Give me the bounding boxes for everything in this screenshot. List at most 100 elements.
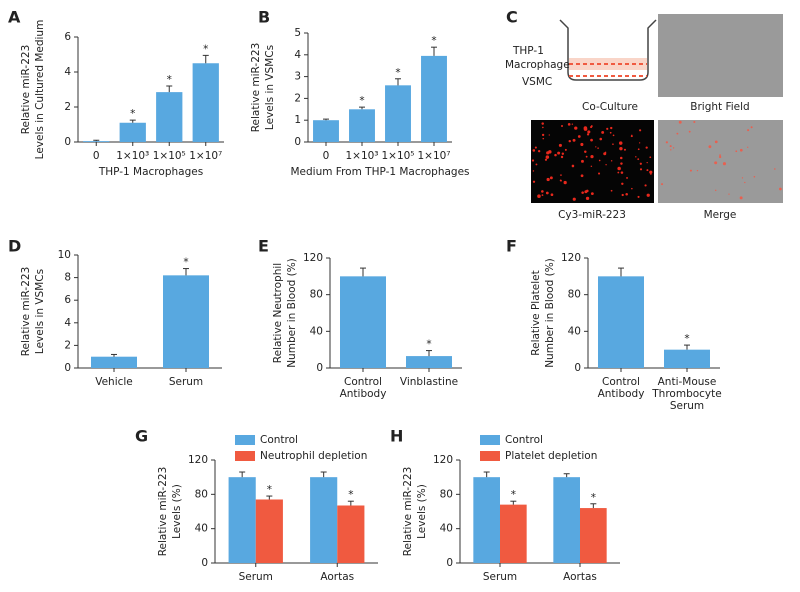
legend-label: Neutrophil depletion xyxy=(260,450,367,462)
speckle xyxy=(564,148,567,151)
y-tick-label: 0 xyxy=(64,136,71,148)
speckle xyxy=(583,126,588,130)
speckle xyxy=(595,146,597,148)
y-axis-label: Relative miR-223 xyxy=(402,467,414,557)
speckle xyxy=(532,170,535,172)
speckle xyxy=(617,171,620,174)
speckle xyxy=(610,160,613,162)
y-tick-label: 1 xyxy=(294,114,301,126)
speckle xyxy=(560,155,564,159)
panel-label: D xyxy=(8,237,21,256)
speckle xyxy=(586,133,590,136)
speckle xyxy=(639,162,642,165)
x-tick-label: Antibody xyxy=(340,388,387,400)
significance: * xyxy=(183,257,188,269)
y-tick-label: 4 xyxy=(294,49,301,61)
x-tick-label: Thrombocyte xyxy=(651,388,721,400)
bar xyxy=(598,276,644,368)
speckle xyxy=(590,165,593,168)
x-tick-label: Control xyxy=(602,376,640,388)
speckle xyxy=(644,184,647,187)
speckle xyxy=(650,173,652,175)
speckle xyxy=(646,193,650,197)
y-tick-label: 0 xyxy=(201,557,208,569)
speckle xyxy=(541,133,545,137)
speckle xyxy=(619,156,623,160)
speckle xyxy=(646,161,648,164)
x-tick-label: Serum xyxy=(483,571,517,583)
speckle xyxy=(546,177,550,182)
significance: * xyxy=(130,108,135,120)
bar xyxy=(163,275,209,368)
speckle xyxy=(574,126,578,130)
y-axis-label: Levels (%) xyxy=(416,484,428,539)
diagram-label: Macrophage xyxy=(505,59,570,71)
bar xyxy=(340,276,386,368)
speckle xyxy=(660,183,664,186)
speckle xyxy=(567,123,571,126)
speckle xyxy=(585,155,588,158)
y-tick-label: 40 xyxy=(568,325,581,337)
x-tick-label: Aortas xyxy=(320,571,354,583)
speckle xyxy=(590,192,594,196)
speckle xyxy=(741,177,744,179)
bar xyxy=(337,505,365,563)
panel-label: G xyxy=(135,427,148,446)
significance: * xyxy=(684,333,689,345)
speckle xyxy=(714,140,718,144)
speckle xyxy=(618,141,623,145)
significance: * xyxy=(359,95,364,107)
y-axis-label: Relative miR-223 xyxy=(250,43,262,133)
y-tick-label: 80 xyxy=(568,289,581,301)
speckle xyxy=(631,187,633,190)
speckle xyxy=(645,146,648,149)
speckle xyxy=(612,134,615,137)
speckle xyxy=(735,150,738,153)
y-tick-label: 0 xyxy=(316,362,323,374)
speckle xyxy=(599,137,603,141)
speckle xyxy=(617,166,621,171)
bar xyxy=(228,477,256,563)
bar xyxy=(421,55,447,142)
speckle xyxy=(715,189,717,192)
x-tick-label: 0 xyxy=(323,150,330,162)
bar xyxy=(406,356,452,368)
panel-label: F xyxy=(506,237,517,256)
panel-label: C xyxy=(506,8,518,27)
caption: Bright Field xyxy=(690,101,749,113)
speckle xyxy=(584,190,588,194)
speckle xyxy=(637,195,640,198)
y-tick-label: 40 xyxy=(440,523,453,535)
cy3-image xyxy=(531,120,654,203)
speckle xyxy=(606,127,609,130)
caption: Merge xyxy=(704,209,737,221)
x-tick-label: Serum xyxy=(239,571,273,583)
x-tick-label: Serum xyxy=(670,400,704,412)
bar xyxy=(580,508,607,563)
y-axis-label: Relative Platelet xyxy=(530,270,542,355)
speckle xyxy=(580,174,584,178)
x-tick-label: Vehicle xyxy=(95,376,133,388)
speckle xyxy=(774,168,776,170)
speckle xyxy=(549,176,553,180)
bar xyxy=(349,109,375,142)
speckle xyxy=(637,158,640,161)
speckle xyxy=(744,181,746,184)
legend-swatch xyxy=(235,451,255,461)
y-axis-label: Number in Blood (%) xyxy=(544,258,556,368)
speckle xyxy=(626,176,628,179)
significance: * xyxy=(267,484,272,496)
y-tick-label: 3 xyxy=(294,71,301,83)
speckle xyxy=(646,169,649,172)
speckle xyxy=(696,169,699,172)
y-tick-label: 120 xyxy=(188,454,208,466)
y-tick-label: 2 xyxy=(64,339,71,351)
bar xyxy=(192,63,219,142)
speckle xyxy=(649,170,653,174)
y-tick-label: 10 xyxy=(58,249,71,261)
speckle xyxy=(708,145,712,149)
y-tick-label: 80 xyxy=(440,488,453,500)
speckle xyxy=(630,135,633,138)
x-tick-label: 0 xyxy=(93,150,100,162)
